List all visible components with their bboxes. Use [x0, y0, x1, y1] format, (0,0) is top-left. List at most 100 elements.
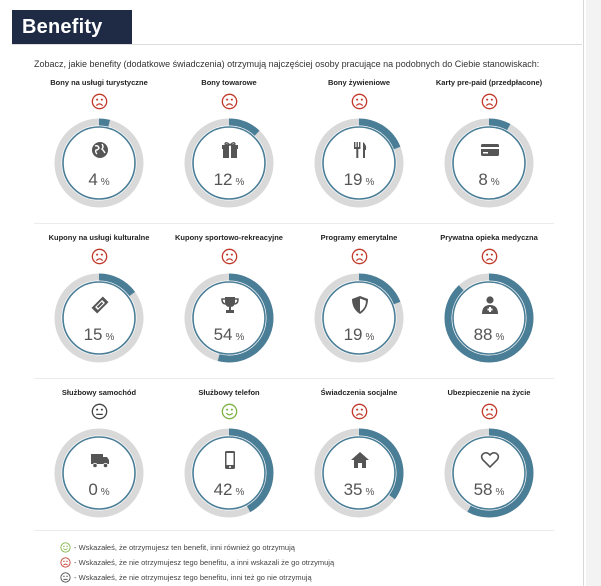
benefit-label: Służbowy samochód	[61, 388, 137, 397]
benefit-percentage: 15%	[54, 325, 144, 345]
percentage-unit: %	[365, 332, 375, 343]
percentage-value: 42	[213, 480, 233, 499]
progress-donut	[314, 118, 404, 208]
phone-icon	[225, 451, 235, 469]
benefit-card: Ubezpieczenie na życie 58%	[424, 388, 554, 538]
legend-text: - Wskazałeś, że nie otrzymujesz tego ben…	[74, 573, 312, 582]
benefit-card: Bony żywieniowe 19%	[294, 78, 424, 228]
donut-inner	[192, 436, 266, 510]
benefit-percentage: 12%	[184, 170, 274, 190]
benefit-percentage: 35%	[314, 480, 404, 500]
row-divider	[34, 530, 554, 531]
percentage-value: 19	[343, 325, 363, 344]
donut-inner	[322, 436, 396, 510]
sad-face-icon	[91, 248, 108, 265]
heart-icon	[480, 451, 500, 469]
benefit-percentage: 19%	[314, 325, 404, 345]
percentage-unit: %	[365, 487, 375, 498]
donut-inner	[62, 281, 136, 355]
percentage-unit: %	[235, 332, 245, 343]
row-divider	[34, 378, 554, 379]
benefit-card: Służbowy samochód 0%	[34, 388, 164, 538]
benefit-label: Kupony sportowo-rekreacyjne	[175, 233, 283, 242]
percentage-unit: %	[100, 487, 110, 498]
benefit-label: Bony towarowe	[201, 78, 257, 87]
donut-inner	[62, 436, 136, 510]
benefit-percentage: 0%	[54, 480, 144, 500]
home-icon	[351, 452, 369, 468]
benefit-label: Służbowy telefon	[198, 388, 260, 397]
scrollbar-track[interactable]	[586, 0, 601, 586]
benefit-percentage: 54%	[184, 325, 274, 345]
benefit-card: Świadczenia socjalne 35%	[294, 388, 424, 538]
donut-fill	[444, 428, 534, 518]
percentage-value: 12	[213, 170, 233, 189]
trophy-icon	[221, 297, 239, 313]
benefit-label: Bony na usługi turystyczne	[50, 78, 148, 87]
gift-icon	[222, 142, 238, 158]
percentage-unit: %	[495, 332, 505, 343]
benefit-card: Programy emerytalne 19%	[294, 233, 424, 383]
benefit-percentage: 4%	[54, 170, 144, 190]
benefit-label: Prywatna opieka medyczna	[440, 233, 538, 242]
benefit-percentage: 58%	[444, 480, 534, 500]
sad-face-icon	[481, 248, 498, 265]
donut-inner	[322, 281, 396, 355]
percentage-value: 15	[83, 325, 103, 344]
sad-face-icon	[351, 248, 368, 265]
donut-track	[54, 428, 144, 518]
neutral-face-icon	[91, 403, 108, 420]
credit-card-icon	[481, 144, 499, 156]
donut-fill	[314, 273, 404, 363]
section-title: Benefity	[12, 10, 132, 44]
percentage-value: 35	[343, 480, 363, 499]
benefit-label: Świadczenia socjalne	[320, 388, 398, 397]
progress-donut	[54, 273, 144, 363]
intro-text: Zobacz, jakie benefity (dodatkowe świadc…	[34, 59, 540, 69]
benefit-percentage: 42%	[184, 480, 274, 500]
benefit-card: Kupony na usługi kulturalne 15%	[34, 233, 164, 383]
progress-donut	[314, 273, 404, 363]
sad-face-icon	[221, 93, 238, 110]
benefit-card: Prywatna opieka medyczna 88%	[424, 233, 554, 383]
sad-face-icon	[481, 93, 498, 110]
donut-fill	[54, 273, 144, 363]
progress-donut	[184, 428, 274, 518]
donut-fill	[444, 118, 534, 208]
progress-donut	[54, 118, 144, 208]
donut-fill	[184, 273, 274, 363]
benefit-card: Bony towarowe 12%	[164, 78, 294, 228]
percentage-unit: %	[490, 177, 500, 188]
benefit-card: Służbowy telefon 42%	[164, 388, 294, 538]
sad-face-icon	[221, 248, 238, 265]
benefit-label: Programy emerytalne	[320, 233, 398, 242]
progress-donut	[444, 428, 534, 518]
progress-donut	[54, 428, 144, 518]
donut-inner	[192, 281, 266, 355]
percentage-unit: %	[495, 487, 505, 498]
benefit-card: Kupony sportowo-rekreacyjne 54%	[164, 233, 294, 383]
donut-fill	[184, 428, 274, 518]
progress-donut	[184, 118, 274, 208]
benefit-label: Karty pre-paid (przedpłacone)	[435, 78, 543, 87]
percentage-unit: %	[235, 177, 245, 188]
donut-fill	[314, 428, 404, 518]
percentage-unit: %	[105, 332, 115, 343]
benefit-percentage: 8%	[444, 170, 534, 190]
page-divider	[583, 0, 584, 586]
row-divider	[34, 223, 554, 224]
donut-inner	[62, 126, 136, 200]
donut-inner	[452, 281, 526, 355]
benefit-card: Karty pre-paid (przedpłacone) 8%	[424, 78, 554, 228]
donut-inner	[452, 126, 526, 200]
benefit-label: Ubezpieczenie na życie	[447, 388, 531, 397]
percentage-value: 19	[343, 170, 363, 189]
benefit-label: Bony żywieniowe	[327, 78, 391, 87]
benefit-percentage: 19%	[314, 170, 404, 190]
percentage-unit: %	[100, 177, 110, 188]
legend-text: - Wskazałeś, że nie otrzymujesz tego ben…	[74, 558, 335, 567]
donut-fill	[54, 118, 144, 208]
donut-inner	[452, 436, 526, 510]
donut-fill	[444, 273, 534, 363]
truck-icon	[91, 454, 109, 469]
